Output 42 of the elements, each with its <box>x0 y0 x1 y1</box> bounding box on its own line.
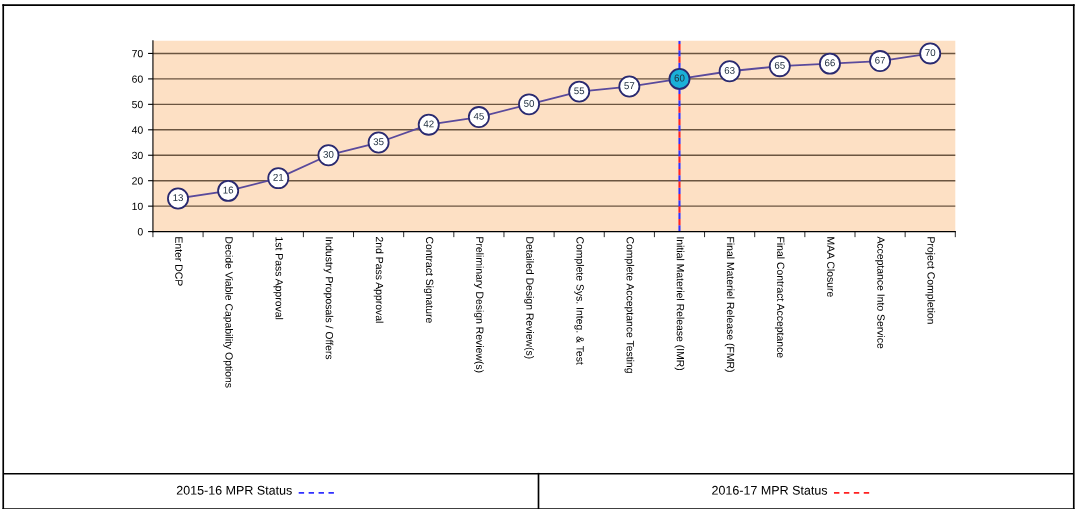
data-label: 60 <box>674 74 685 82</box>
data-label: 66 <box>825 59 835 67</box>
data-label: 13 <box>173 194 183 202</box>
x-tick-label: Decide Viable Capability Options <box>223 237 234 388</box>
x-tick-label: Contract Signature <box>423 236 434 323</box>
data-label: 16 <box>223 186 234 194</box>
y-tick-label: 30 <box>132 151 143 160</box>
data-label: 55 <box>574 87 585 95</box>
legend-label: 2015-16 MPR Status <box>176 485 292 495</box>
y-tick-label: 20 <box>132 177 143 185</box>
x-tick-label: Detailed Design Review(s) <box>524 237 534 359</box>
x-tick-label: Industry Proposals / Offers <box>323 237 334 360</box>
x-tick-label: Final Contract Acceptance <box>774 237 785 358</box>
x-tick-label: 1st Pass Approval <box>273 237 284 320</box>
x-tick-label: Preliminary Design Review(s) <box>474 237 484 373</box>
data-label: 67 <box>875 56 885 64</box>
data-label: 57 <box>624 82 635 90</box>
data-label: 45 <box>473 112 484 120</box>
data-label: 70 <box>925 49 936 57</box>
data-label: 30 <box>323 150 334 158</box>
legend-label: 2016-17 MPR Status <box>712 485 828 495</box>
data-label: 63 <box>724 66 735 74</box>
y-tick-label: 40 <box>131 126 143 134</box>
x-tick-label: MAA Closure <box>827 237 835 297</box>
data-label: 35 <box>373 138 384 146</box>
y-tick-label: 60 <box>132 75 143 83</box>
x-tick-label: Complete Sys. Integ. & Test <box>574 236 585 365</box>
x-tick-label: 2nd Pass Approval <box>373 236 384 323</box>
y-tick-label: 70 <box>132 49 143 58</box>
x-tick-label: Final Materiel Release (FMR) <box>724 237 735 372</box>
y-tick-label: 10 <box>132 202 143 211</box>
data-label: 50 <box>524 100 535 107</box>
data-label: 21 <box>273 173 284 181</box>
x-tick-label: Initial Materiel Release (IMR) <box>674 237 685 371</box>
data-label: 42 <box>423 120 434 128</box>
x-tick-label: Enter DCP <box>175 237 183 286</box>
x-tick-label: Project Completion <box>925 237 936 324</box>
x-tick-label: Acceptance Into Service <box>875 236 885 349</box>
x-tick-label: Complete Acceptance Testing <box>624 236 635 373</box>
y-tick-label: 50 <box>132 100 143 109</box>
y-tick-label: 0 <box>137 228 143 236</box>
data-label: 65 <box>774 61 785 69</box>
